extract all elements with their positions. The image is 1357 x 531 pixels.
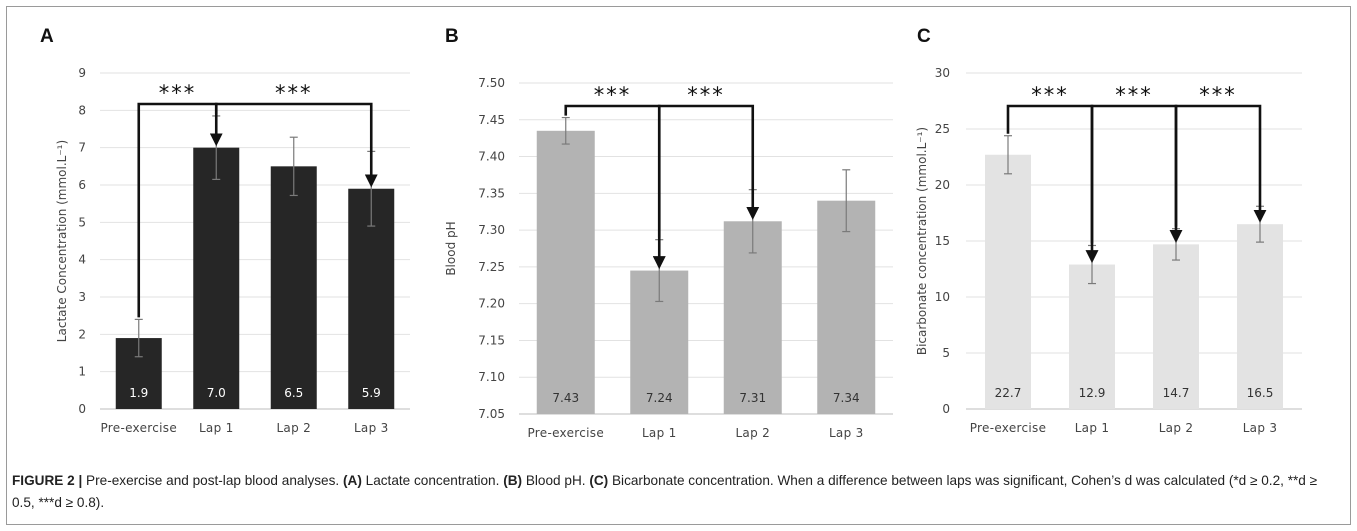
caption-c-label: (C): [589, 473, 609, 488]
panel-c-value-label: 16.5: [1247, 386, 1274, 400]
panel-a-ytick-label: 4: [78, 253, 86, 267]
panel-c-bar: [1153, 244, 1199, 409]
panel-c-chart: C 0 5 10 15 20 25 30 Bicarbonate concentration (…: [915, 26, 1302, 435]
panel-b-significance-label: ***: [687, 83, 725, 107]
panel-b-category-label: Lap 3: [829, 426, 864, 440]
caption-c-text: Bicarbonate concentration. When a differ…: [12, 473, 1318, 510]
panel-b-bar: [817, 200, 876, 414]
panel-a-value-label: 5.9: [362, 386, 381, 400]
panel-b-ytick-label: 7.40: [478, 150, 505, 164]
caption-a-text: Lactate concentration.: [361, 473, 504, 488]
panel-b-ytick-label: 7.25: [478, 260, 505, 274]
panel-a-category-label: Lap 1: [199, 421, 234, 435]
figure-charts: A 0 1 2 3 4 5 6 7 8 9 Lactate Concentration (mmol.L…: [40, 26, 1302, 440]
panel-c-value-label: 12.9: [1079, 386, 1106, 400]
panel-a-significance-label: ***: [159, 81, 197, 105]
panel-c-category-label: Lap 2: [1159, 421, 1194, 435]
panel-c-category-label: Lap 3: [1243, 421, 1278, 435]
panel-a-value-label: 7.0: [207, 386, 226, 400]
panel-b-bar: [536, 130, 595, 415]
panel-b-category-label: Lap 1: [642, 426, 677, 440]
panel-c-ytick-label: 10: [935, 290, 950, 304]
panel-c-category-label: Pre-exercise: [970, 421, 1047, 435]
panel-c-y-axis-label: Bicarbonate concentration (mmol.L⁻¹): [915, 127, 929, 355]
panel-c-bar: [985, 154, 1031, 409]
panel-c-category-label: Lap 1: [1075, 421, 1110, 435]
panel-a-ytick-label: 3: [78, 290, 86, 304]
panel-c-significance-label: ***: [1199, 83, 1237, 107]
caption-a-label: (A): [342, 473, 362, 488]
caption-figure-label: FIGURE 2 |: [12, 473, 83, 488]
panel-c-value-label: 22.7: [995, 386, 1022, 400]
panel-c-letter: C: [917, 26, 931, 47]
panel-a-ytick-label: 2: [78, 327, 86, 341]
panel-a-category-label: Lap 3: [354, 421, 389, 435]
panel-a-significance-bracket: [137, 102, 223, 318]
panel-a-ytick-label: 6: [78, 178, 86, 192]
panel-b-value-label: 7.43: [552, 391, 579, 405]
panel-a-ytick-label: 0: [78, 402, 86, 416]
panel-a-ytick-label: 5: [78, 215, 86, 229]
panel-a-bar: [270, 166, 317, 409]
panel-b-ytick-label: 7.10: [478, 370, 505, 384]
panel-c-value-label: 14.7: [1163, 386, 1190, 400]
panel-b-value-label: 7.34: [833, 391, 860, 405]
panel-b-ytick-label: 7.20: [478, 297, 505, 311]
panel-b-significance-label: ***: [594, 83, 632, 107]
panel-a-bar: [193, 147, 240, 409]
panel-b-ytick-label: 7.50: [478, 76, 505, 90]
panel-a-ytick-label: 1: [78, 365, 86, 379]
panel-b-value-label: 7.31: [739, 391, 766, 405]
panel-a-significance-label: ***: [275, 81, 313, 105]
panel-b-ytick-label: 7.45: [478, 113, 505, 127]
panel-b-ytick-label: 7.30: [478, 223, 505, 237]
panel-c-significance-label: ***: [1031, 83, 1069, 107]
panel-a-value-label: 6.5: [284, 386, 303, 400]
panel-a-value-label: 1.9: [129, 386, 148, 400]
panel-a-significance-bracket: [214, 102, 378, 188]
caption-b-text: Blood pH.: [522, 473, 590, 488]
panel-b-chart: B 7.05 7.10 7.15 7.20 7.25 7.30 7.35 7.40 7.45 7.5…: [444, 26, 893, 440]
panel-a-chart: A 0 1 2 3 4 5 6 7 8 9 Lactate Concentration (mmol.L…: [40, 26, 410, 435]
panel-a-letter: A: [40, 26, 54, 47]
caption-b-label: (B): [503, 473, 523, 488]
panel-a-ytick-label: 7: [78, 141, 86, 155]
panel-c-ytick-label: 5: [942, 346, 950, 360]
panel-c-significance-bracket: [1174, 104, 1267, 227]
panel-b-ytick-label: 7.15: [478, 333, 505, 347]
panel-b-ytick-label: 7.05: [478, 407, 505, 421]
panel-c-ytick-label: 0: [942, 402, 950, 416]
panel-c-significance-label: ***: [1115, 83, 1153, 107]
panel-b-significance-bracket: [657, 104, 760, 238]
panel-a-y-axis-label: Lactate Concentration (mmol.L⁻¹): [55, 140, 69, 342]
panel-b-y-axis-label: Blood pH: [444, 221, 458, 275]
panel-c-bar: [1237, 224, 1283, 409]
panel-a-ytick-label: 8: [78, 103, 86, 117]
panel-c-ytick-label: 15: [935, 234, 950, 248]
panel-b-ytick-label: 7.35: [478, 186, 505, 200]
panel-b-letter: B: [445, 26, 459, 47]
panel-b-value-label: 7.24: [646, 391, 673, 405]
figure-caption: FIGURE 2 | Pre-exercise and post-lap blo…: [12, 470, 1332, 514]
panel-a-category-label: Lap 2: [276, 421, 311, 435]
panel-b-category-label: Lap 2: [735, 426, 770, 440]
caption-intro: Pre-exercise and post-lap blood analyses…: [82, 473, 343, 488]
panel-a-ytick-label: 9: [78, 66, 86, 80]
panel-c-significance-bracket: [1090, 104, 1183, 244]
panel-c-ytick-label: 20: [935, 178, 950, 192]
panel-c-ytick-label: 30: [935, 66, 950, 80]
panel-a-category-label: Pre-exercise: [100, 421, 177, 435]
panel-c-bar: [1069, 264, 1115, 409]
panel-b-category-label: Pre-exercise: [527, 426, 604, 440]
panel-c-ytick-label: 25: [935, 122, 950, 136]
